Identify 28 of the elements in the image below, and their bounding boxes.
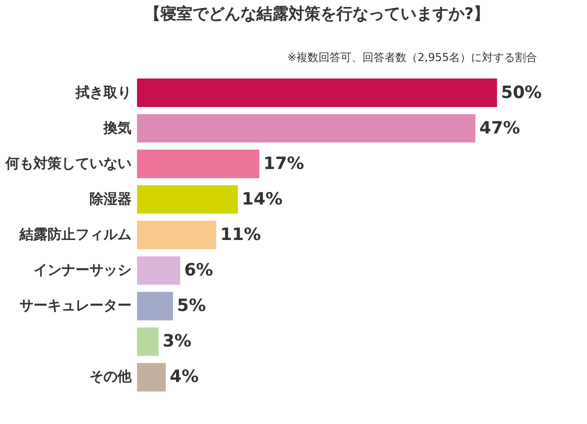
- y-tick-label: その他: [90, 369, 132, 386]
- data-label: 50%: [501, 82, 542, 103]
- bar: [137, 185, 238, 214]
- bar: [137, 292, 173, 320]
- y-tick-label: サーキュレーター: [20, 298, 132, 314]
- data-label: 14%: [242, 189, 283, 210]
- data-label: 11%: [220, 225, 261, 245]
- y-tick-label: 結露防止フィルム: [18, 226, 132, 243]
- y-tick-label: 何も対策していない: [4, 154, 132, 172]
- bar: [137, 363, 166, 392]
- data-label: 5%: [177, 296, 206, 316]
- y-tick-label: 換気: [102, 120, 132, 136]
- y-tick-label: インナーサッシ: [34, 262, 132, 279]
- bar: [137, 78, 497, 107]
- chart-subtitle: ※複数回答可、回答者数（2,955名）に対する割合: [287, 51, 537, 64]
- data-label: 17%: [263, 154, 304, 174]
- data-label: 47%: [479, 118, 520, 138]
- y-tick-label: 除湿器: [90, 191, 132, 208]
- bar: [137, 220, 216, 250]
- bar: [137, 256, 180, 285]
- bar: [137, 327, 159, 356]
- chart-title: 【寝室でどんな結露対策を行なっていますか?】: [144, 4, 490, 23]
- data-label: 3%: [162, 332, 192, 352]
- data-label: 6%: [184, 260, 214, 281]
- y-tick-label: 拭き取り: [74, 84, 132, 101]
- data-label: 4%: [170, 367, 199, 388]
- bar: [137, 114, 476, 143]
- bar: [137, 150, 260, 178]
